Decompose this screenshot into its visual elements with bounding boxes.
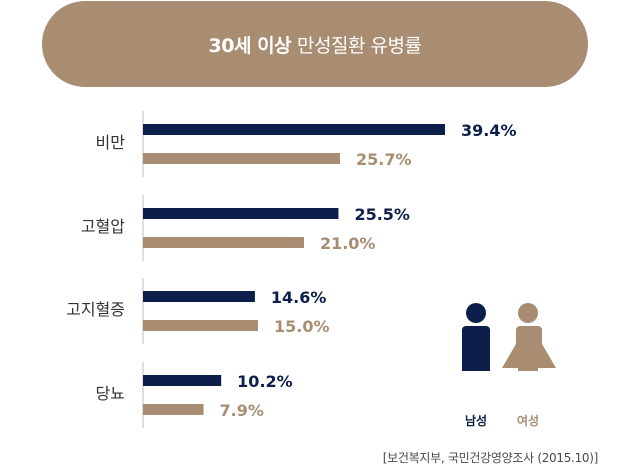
chart-bars: 39.4% 25.7% 25.5% 21.0% 14.6% 15.0% 10.2% 7.9% bbox=[143, 121, 517, 420]
bar-female bbox=[143, 404, 204, 415]
bar-male bbox=[143, 124, 445, 135]
data-label: 39.4% bbox=[461, 121, 517, 140]
source-note: [보건복지부, 국민건강영양조사 (2015.10)] bbox=[382, 451, 599, 465]
bar-female bbox=[143, 237, 304, 248]
legend-female-label: 여성 bbox=[517, 413, 539, 428]
category-label: 비만 bbox=[96, 133, 126, 152]
legend-male-label: 남성 bbox=[465, 413, 487, 428]
bar-female bbox=[143, 153, 340, 164]
chart-legend: 남성 여성 bbox=[462, 303, 556, 428]
data-label: 25.5% bbox=[354, 205, 410, 224]
bar-male bbox=[143, 208, 339, 219]
category-label: 당뇨 bbox=[96, 384, 125, 403]
data-label: 25.7% bbox=[356, 150, 412, 169]
chart-title-rest: 만성질환 유병률 bbox=[297, 34, 422, 57]
bar-female bbox=[143, 320, 258, 331]
category-label: 고지혈증 bbox=[66, 300, 125, 319]
data-label: 10.2% bbox=[237, 372, 293, 391]
data-label: 7.9% bbox=[220, 401, 264, 420]
bar-male bbox=[143, 375, 222, 386]
chart-title-bold: 30세 이상 bbox=[208, 34, 292, 57]
data-label: 21.0% bbox=[320, 234, 376, 253]
female-person-icon bbox=[502, 303, 556, 371]
bar-male bbox=[143, 291, 255, 302]
data-label: 15.0% bbox=[274, 317, 330, 336]
category-label: 고혈압 bbox=[81, 217, 125, 236]
data-label: 14.6% bbox=[271, 288, 327, 307]
male-person-icon bbox=[462, 303, 490, 371]
chart-title: 30세 이상 만성질환 유병률 bbox=[42, 1, 588, 87]
